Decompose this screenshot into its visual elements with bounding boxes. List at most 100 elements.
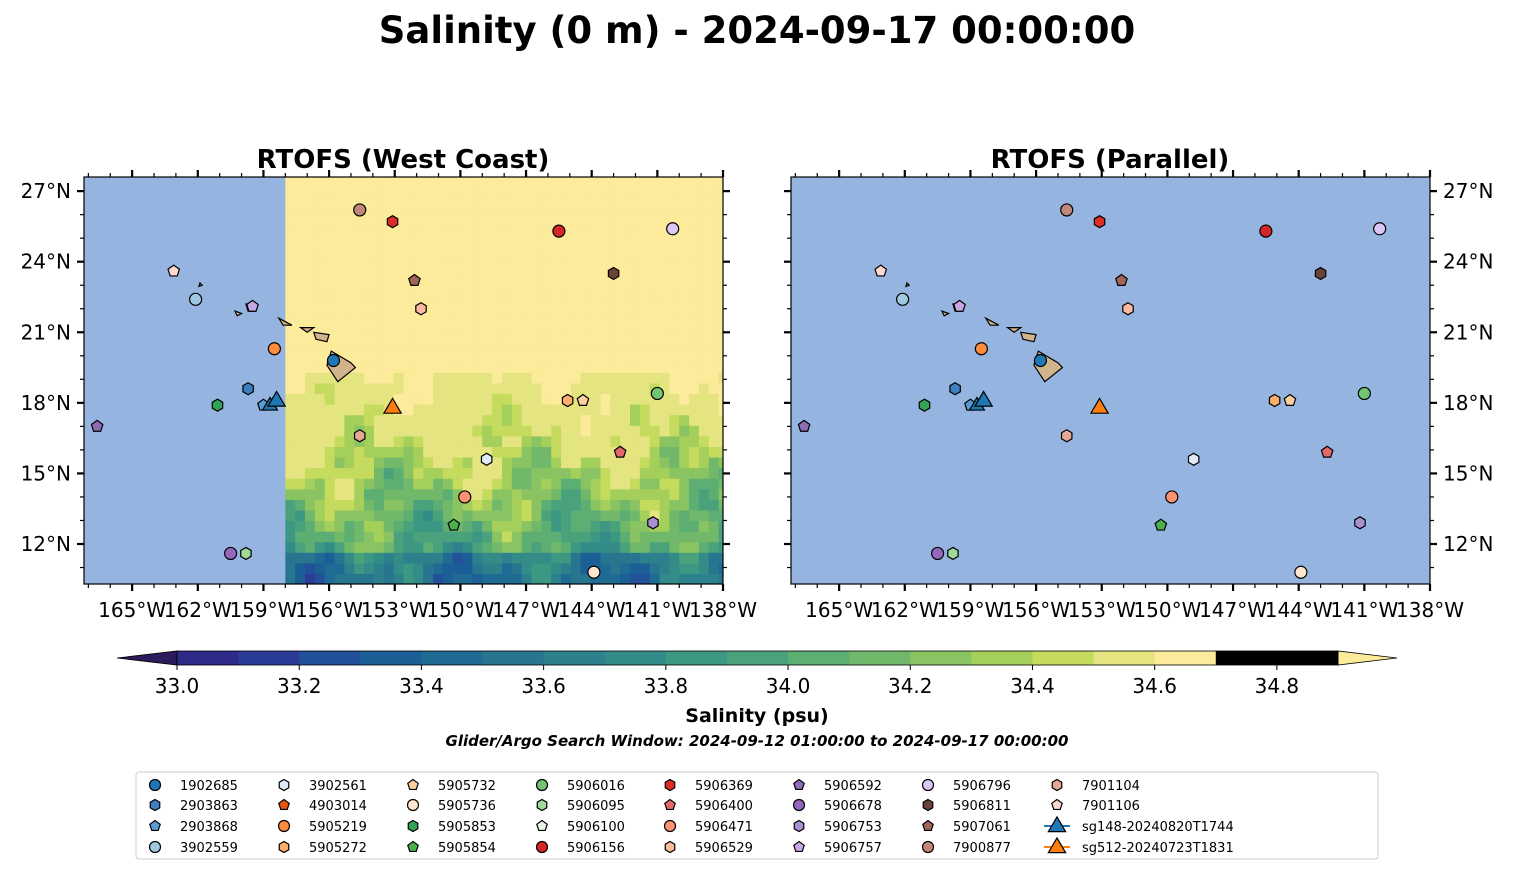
legend-label: 5906529 bbox=[695, 841, 753, 856]
salinity-cell bbox=[403, 404, 414, 416]
salinity-cell bbox=[501, 456, 513, 469]
salinity-cell bbox=[620, 224, 631, 236]
x-tick-label: 156°W bbox=[295, 598, 363, 622]
salinity-cell bbox=[590, 467, 602, 479]
salinity-cell bbox=[551, 255, 562, 267]
salinity-cell bbox=[462, 361, 474, 373]
salinity-cell bbox=[649, 435, 661, 447]
salinity-cell bbox=[452, 245, 464, 257]
salinity-cell bbox=[629, 255, 641, 267]
salinity-cell bbox=[629, 435, 641, 447]
salinity-cell bbox=[364, 202, 375, 215]
salinity-cell bbox=[472, 245, 483, 257]
salinity-cell bbox=[413, 329, 424, 342]
salinity-cell bbox=[620, 456, 631, 469]
search-window-note: Glider/Argo Search Window: 2024-09-12 01… bbox=[446, 732, 1069, 750]
salinity-cell bbox=[314, 562, 326, 575]
salinity-cell bbox=[393, 308, 405, 320]
salinity-cell bbox=[442, 456, 454, 469]
legend-label: 7901104 bbox=[1082, 779, 1140, 794]
salinity-cell bbox=[669, 499, 680, 511]
salinity-cell bbox=[373, 499, 385, 511]
salinity-cell bbox=[305, 177, 316, 183]
salinity-cell bbox=[442, 425, 454, 437]
salinity-cell bbox=[364, 467, 375, 479]
salinity-cell bbox=[570, 382, 582, 395]
salinity-cell bbox=[383, 361, 395, 373]
salinity-cell bbox=[314, 456, 326, 469]
salinity-cell bbox=[354, 478, 365, 490]
salinity-cell bbox=[433, 404, 444, 416]
salinity-cell bbox=[718, 552, 723, 564]
salinity-cell bbox=[639, 499, 651, 511]
salinity-cell bbox=[492, 255, 503, 267]
salinity-cell bbox=[433, 340, 444, 352]
salinity-cell bbox=[285, 435, 296, 447]
salinity-cell bbox=[354, 456, 365, 469]
colorbar-segment bbox=[665, 651, 728, 665]
salinity-cell bbox=[649, 456, 661, 469]
salinity-cell bbox=[600, 541, 611, 553]
salinity-cell bbox=[383, 192, 395, 204]
salinity-cell bbox=[482, 181, 493, 193]
salinity-cell bbox=[472, 319, 483, 331]
salinity-cell bbox=[492, 308, 503, 320]
salinity-cell bbox=[383, 329, 395, 342]
salinity-cell bbox=[285, 573, 296, 584]
salinity-cell bbox=[364, 351, 375, 363]
salinity-cell bbox=[423, 255, 434, 267]
salinity-cell bbox=[521, 456, 533, 469]
salinity-cell bbox=[354, 541, 365, 553]
salinity-cell bbox=[305, 552, 316, 564]
salinity-cell bbox=[511, 456, 523, 469]
salinity-cell bbox=[472, 541, 483, 553]
salinity-cell bbox=[570, 340, 582, 352]
salinity-cell bbox=[383, 224, 395, 236]
colorbar-extend-high bbox=[1337, 650, 1398, 666]
salinity-cell bbox=[482, 520, 493, 532]
salinity-cell bbox=[580, 266, 592, 278]
salinity-cell bbox=[344, 520, 355, 532]
salinity-cell bbox=[364, 329, 375, 342]
salinity-cell bbox=[580, 456, 592, 469]
island bbox=[277, 316, 293, 326]
salinity-cell bbox=[708, 435, 720, 447]
salinity-cell bbox=[295, 224, 306, 236]
salinity-cell bbox=[521, 541, 533, 553]
salinity-cell bbox=[501, 467, 513, 479]
salinity-cell bbox=[580, 414, 592, 426]
salinity-cell bbox=[354, 404, 365, 416]
platform-marker-5906811 bbox=[1314, 266, 1327, 281]
salinity-cell bbox=[295, 361, 306, 373]
salinity-cell bbox=[521, 488, 533, 500]
salinity-cell bbox=[501, 499, 513, 511]
salinity-cell bbox=[561, 181, 572, 193]
salinity-cell bbox=[629, 425, 641, 437]
salinity-cell bbox=[344, 266, 355, 278]
salinity-cell bbox=[620, 404, 631, 416]
salinity-cell bbox=[354, 255, 365, 267]
salinity-cell bbox=[649, 562, 661, 575]
salinity-cell bbox=[314, 340, 326, 352]
salinity-cell bbox=[423, 340, 434, 352]
salinity-cell bbox=[314, 202, 326, 215]
salinity-cell bbox=[639, 298, 651, 310]
salinity-cell bbox=[433, 467, 444, 479]
salinity-cell bbox=[639, 573, 651, 584]
salinity-cell bbox=[305, 404, 316, 416]
salinity-cell bbox=[373, 467, 385, 479]
salinity-cell bbox=[561, 192, 572, 204]
salinity-cell bbox=[462, 478, 474, 490]
salinity-cell bbox=[354, 351, 365, 363]
salinity-cell bbox=[698, 213, 710, 225]
salinity-cell bbox=[423, 446, 434, 458]
salinity-cell bbox=[629, 562, 641, 575]
salinity-cell bbox=[295, 509, 306, 522]
salinity-cell bbox=[718, 255, 723, 267]
salinity-cell bbox=[433, 562, 444, 575]
salinity-cell bbox=[610, 192, 621, 204]
salinity-cell bbox=[521, 467, 533, 479]
salinity-cell bbox=[403, 446, 414, 458]
salinity-cell bbox=[472, 234, 483, 246]
island bbox=[312, 331, 330, 343]
